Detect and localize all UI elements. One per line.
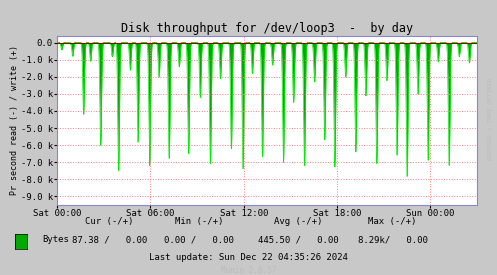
Text: 0.00 /   0.00: 0.00 / 0.00 [164, 235, 234, 244]
Text: Bytes: Bytes [42, 235, 69, 244]
Text: Munin 2.0.57: Munin 2.0.57 [221, 266, 276, 275]
Text: Max (-/+): Max (-/+) [368, 217, 417, 226]
Text: Avg (-/+): Avg (-/+) [274, 217, 323, 226]
Y-axis label: Pr second read (-) / write (+): Pr second read (-) / write (+) [10, 45, 19, 195]
Text: Min (-/+): Min (-/+) [174, 217, 223, 226]
Text: Last update: Sun Dec 22 04:35:26 2024: Last update: Sun Dec 22 04:35:26 2024 [149, 254, 348, 262]
Text: 8.29k/   0.00: 8.29k/ 0.00 [358, 235, 427, 244]
Text: Cur (-/+): Cur (-/+) [85, 217, 134, 226]
Title: Disk throughput for /dev/loop3  -  by day: Disk throughput for /dev/loop3 - by day [121, 21, 413, 35]
Text: RRDTOOL / TOBI OETIKER: RRDTOOL / TOBI OETIKER [487, 77, 492, 160]
Text: 445.50 /   0.00: 445.50 / 0.00 [258, 235, 338, 244]
Text: 87.38 /   0.00: 87.38 / 0.00 [72, 235, 147, 244]
